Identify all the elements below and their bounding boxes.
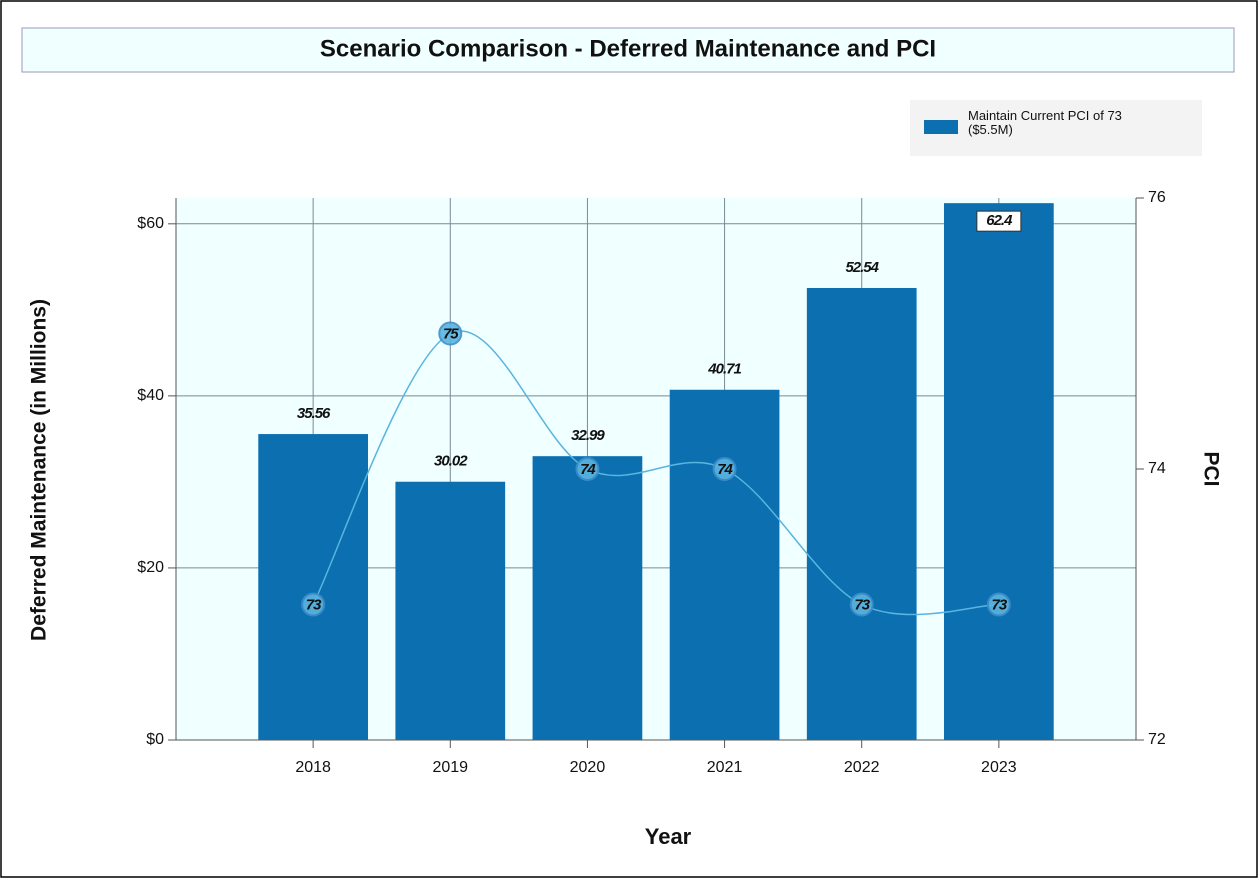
title-box (21, 27, 1235, 73)
data-label: 74 (717, 461, 733, 478)
legend-swatch (924, 120, 958, 134)
y-tick-label: $40 (137, 387, 164, 404)
y2-tick-label: 72 (1148, 731, 1166, 748)
x-tick-label: 2023 (981, 759, 1017, 776)
y-tick-label: $0 (146, 731, 164, 748)
chart-title: Scenario Comparison - Deferred Maintenan… (320, 35, 936, 62)
x-tick-label: 2019 (432, 759, 468, 776)
data-label: 35.56 (297, 405, 331, 422)
bar (669, 389, 780, 740)
data-label: 40.71 (707, 361, 741, 378)
data-label: 74 (580, 461, 596, 478)
point (712, 457, 737, 481)
legend (910, 100, 1202, 156)
bar (532, 456, 643, 740)
y-tick-label: $60 (137, 215, 164, 232)
point (438, 321, 463, 346)
point (301, 592, 326, 617)
x-tick-label: 2018 (295, 759, 331, 776)
bar (395, 481, 506, 740)
x-tick-label: 2020 (570, 759, 606, 776)
x-tick-label: 2022 (844, 759, 880, 776)
bar (258, 434, 368, 740)
y2-tick-label: 76 (1148, 189, 1166, 206)
point (575, 457, 600, 481)
data-label: 62.4 (986, 212, 1013, 229)
y-tick-label: $20 (137, 559, 164, 576)
y-axis-label: Deferred Maintenance (in Millions) (28, 299, 51, 641)
data-label-box (976, 210, 1022, 232)
data-label: 52.54 (845, 259, 879, 276)
x-tick-label: 2021 (707, 759, 743, 776)
bar (944, 203, 1054, 740)
data-label: 73 (854, 596, 870, 613)
x-axis-label: Year (645, 824, 692, 849)
y2-tick-label: 74 (1148, 460, 1166, 477)
bar (806, 287, 917, 740)
data-label: 30.02 (434, 453, 468, 470)
data-label: 32.99 (571, 427, 605, 444)
y2-axis-label: PCI (1199, 451, 1222, 486)
data-label: 73 (306, 596, 322, 613)
data-label: 75 (443, 325, 459, 342)
point (986, 592, 1011, 617)
point (849, 592, 874, 617)
legend-label: Maintain Current PCI of 73 ($5.5M) (968, 108, 1122, 137)
data-label: 73 (992, 596, 1008, 613)
